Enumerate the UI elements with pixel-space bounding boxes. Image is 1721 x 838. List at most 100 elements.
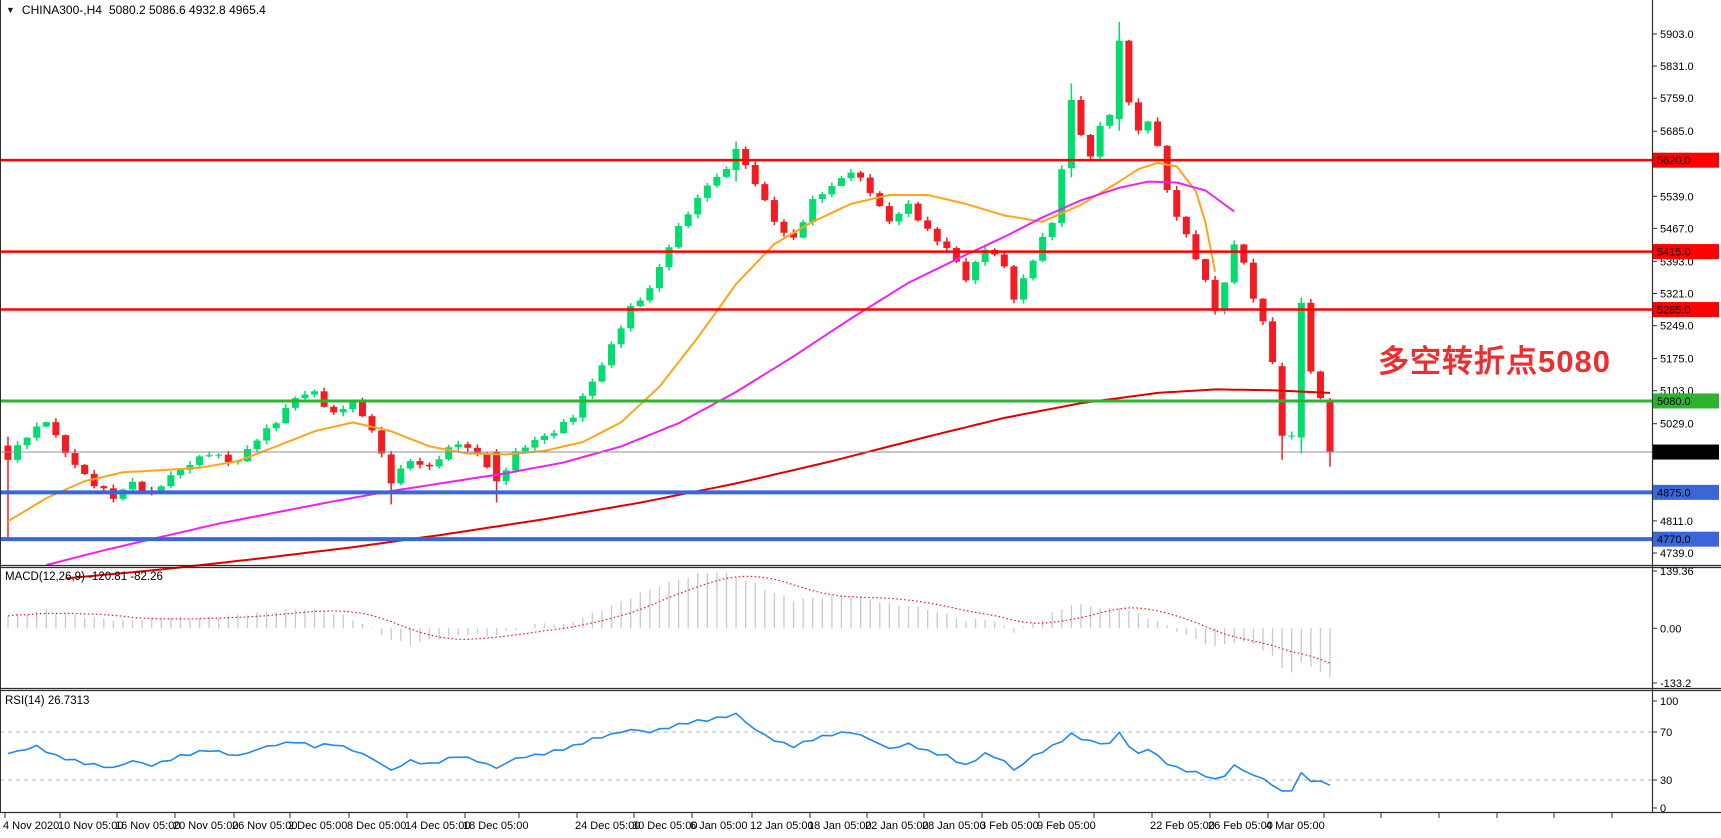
time-label: 9 Feb 05:00: [1037, 820, 1096, 832]
candle-body: [1249, 262, 1257, 299]
macd-tick-label: -133.2: [1660, 678, 1691, 690]
candle-body: [205, 455, 213, 457]
candle-body: [301, 394, 309, 399]
candle-body: [1115, 40, 1123, 120]
candle-body: [540, 435, 548, 441]
svg-text:5620.0: 5620.0: [1657, 155, 1691, 167]
time-label: 3 Feb 05:00: [980, 820, 1039, 832]
candle-body: [416, 461, 424, 465]
candle-body: [1058, 169, 1066, 224]
rsi-tick-label: 70: [1660, 727, 1672, 739]
candle-body: [703, 185, 711, 198]
svg-text:5415.0: 5415.0: [1657, 247, 1691, 259]
rsi-panel[interactable]: [0, 712, 1652, 792]
ma-slow-red: [65, 388, 1331, 580]
candle-body: [713, 176, 721, 186]
symbol-dropdown-icon[interactable]: ▼: [6, 5, 15, 15]
svg-text:5080.0: 5080.0: [1657, 396, 1691, 408]
title-ohlc-values: 5080.2 5086.6 4932.8 4965.4: [108, 3, 266, 17]
candle-body: [885, 206, 893, 222]
candle-body: [4, 445, 12, 460]
price-level-badge: 4965.4: [1653, 444, 1719, 460]
candle-body: [282, 407, 290, 424]
price-tick-label: 5249.0: [1660, 321, 1694, 333]
candle-body: [1067, 99, 1075, 169]
ma-mid-magenta: [46, 180, 1235, 566]
candle-body: [1154, 121, 1162, 146]
time-label: 12 Jan 05:00: [750, 820, 814, 832]
candle-body: [358, 401, 366, 417]
candle-body: [52, 422, 60, 436]
candle-body: [1134, 102, 1142, 131]
candle-body: [694, 197, 702, 215]
svg-text:4770.0: 4770.0: [1657, 534, 1691, 546]
candle-body: [675, 226, 683, 248]
macd-signal-line: [7, 575, 1331, 664]
candle-body: [23, 437, 31, 446]
candle-body: [157, 486, 165, 492]
candle-body: [617, 328, 625, 345]
candle-body: [866, 177, 874, 194]
candlestick-series[interactable]: [4, 21, 1334, 541]
price-tick-label: 5175.0: [1660, 354, 1694, 366]
time-label: 10 Nov 05:00: [58, 820, 123, 832]
candle-body: [981, 249, 989, 263]
price-tick-label: 5029.0: [1660, 419, 1694, 431]
time-label: 20 Nov 05:00: [173, 820, 238, 832]
candle-body: [933, 228, 941, 242]
candle-body: [454, 444, 462, 448]
price-level-badge: 4875.0: [1653, 484, 1719, 500]
candle-body: [962, 261, 970, 281]
candle-body: [895, 213, 903, 222]
svg-text:4875.0: 4875.0: [1657, 487, 1691, 499]
candle-body: [1173, 190, 1181, 217]
candle-body: [751, 164, 759, 185]
candle-body: [224, 454, 232, 463]
candle-body: [512, 451, 520, 471]
candle-body: [445, 447, 453, 460]
time-label: 4 Mar 05:00: [1266, 820, 1325, 832]
candle-body: [1048, 223, 1056, 237]
candle-body: [1240, 244, 1248, 263]
candle-body: [378, 430, 386, 454]
candle-body: [857, 172, 865, 178]
candle-body: [368, 416, 376, 431]
candle-body: [42, 422, 50, 427]
price-tick-label: 5759.0: [1660, 93, 1694, 105]
annotation-text[interactable]: 多空转折点5080: [1378, 344, 1611, 379]
ma-fast-orange: [7, 161, 1217, 523]
rsi-tick-label: 100: [1660, 696, 1678, 708]
candle-body: [627, 306, 635, 329]
time-label: 4 Nov 2020: [3, 820, 59, 832]
candle-body: [176, 469, 184, 476]
candle-body: [483, 454, 491, 468]
candle-body: [71, 453, 79, 465]
rsi-tick-label: 0: [1660, 803, 1666, 815]
macd-panel[interactable]: [7, 571, 1331, 677]
candle-body: [770, 200, 778, 222]
candle-body: [100, 486, 108, 489]
candle-body: [1077, 99, 1085, 136]
price-axis: 5903.0 5831.0 5759.0 5685.0 5539.0 5467.0 5393…: [1652, 29, 1719, 560]
candle-body: [330, 406, 338, 413]
time-label: 28 Jan 05:00: [922, 820, 986, 832]
candle-body: [579, 395, 587, 418]
candle-body: [215, 454, 223, 456]
candle-body: [1192, 234, 1200, 260]
price-tick-label: 5831.0: [1660, 61, 1694, 73]
candle-body: [1163, 145, 1171, 191]
candle-body: [1029, 260, 1037, 279]
candle-body: [81, 464, 89, 474]
price-tick-label: 5685.0: [1660, 126, 1694, 138]
candle-body: [646, 288, 654, 301]
time-label: 22 Feb 05:00: [1150, 820, 1215, 832]
time-label: 6 Jan 05:00: [690, 820, 748, 832]
candle-body: [531, 440, 539, 448]
candle-body: [914, 203, 922, 221]
candle-body: [799, 222, 807, 238]
time-label: 18 Dec 05:00: [463, 820, 528, 832]
candle-body: [569, 417, 577, 422]
candle-body: [196, 456, 204, 465]
